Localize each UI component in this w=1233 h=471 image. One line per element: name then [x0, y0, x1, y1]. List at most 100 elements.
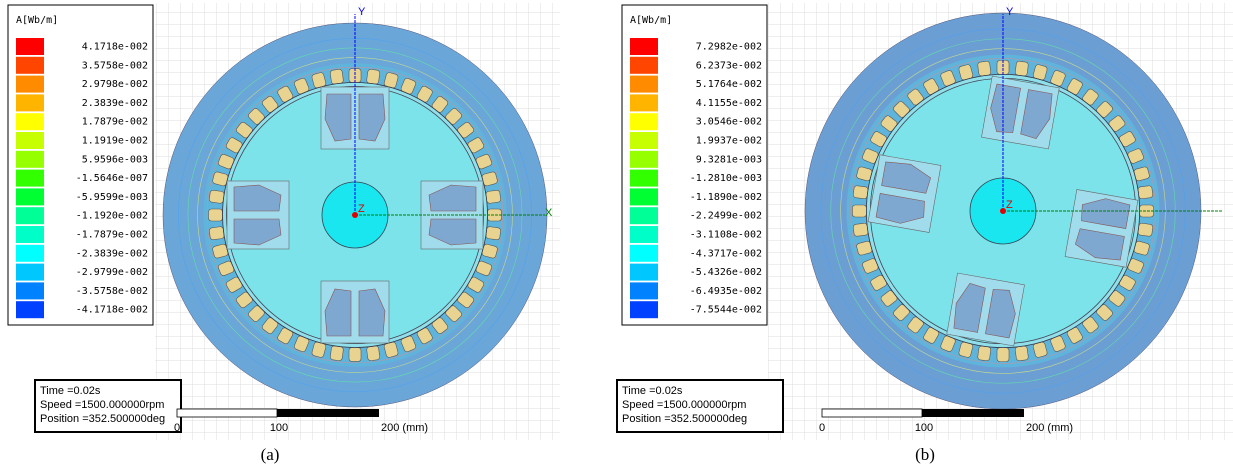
magnet-pocket	[868, 155, 941, 233]
legend-swatch	[16, 57, 44, 74]
legend-swatch	[16, 282, 44, 299]
legend-label: -2.9799e-002	[76, 267, 148, 278]
legend-label: -4.3717e-002	[690, 248, 762, 259]
slot	[209, 190, 224, 204]
legend-label: 1.9937e-002	[696, 136, 762, 147]
legend-swatch	[16, 226, 44, 243]
caption: (a)	[261, 445, 280, 464]
legend-title: A[Wb/m]	[630, 15, 672, 26]
info-line: Time =0.02s	[622, 385, 683, 397]
legend-label: -1.5646e-007	[76, 173, 148, 184]
legend-label: -5.9599e-003	[76, 192, 148, 203]
slot	[209, 209, 223, 221]
legend-label: 4.1155e-002	[696, 98, 762, 109]
legend-label: -2.3839e-002	[76, 248, 148, 259]
legend-swatch	[630, 38, 658, 55]
legend-swatch	[630, 94, 658, 111]
scale-label: 200 (mm)	[1026, 422, 1073, 434]
legend-swatch	[630, 151, 658, 168]
scale-label: 100	[270, 422, 288, 434]
legend-swatch	[16, 245, 44, 262]
legend-label: 7.2982e-002	[696, 42, 762, 53]
slot	[486, 190, 501, 204]
legend-label: 5.9596e-003	[82, 154, 148, 165]
legend-label: 3.5758e-002	[82, 60, 148, 71]
slot	[977, 346, 991, 361]
legend-label: 9.3281e-003	[696, 154, 762, 165]
info-line: Time =0.02s	[40, 385, 101, 397]
scale-label: 100	[915, 422, 933, 434]
legend-swatch	[630, 301, 658, 318]
legend-label: -7.5544e-002	[690, 305, 762, 316]
info-line: Speed =1500.000000rpm	[622, 399, 746, 411]
legend-label: -2.2499e-002	[690, 211, 762, 222]
legend-swatch	[630, 76, 658, 93]
magnet-pocket	[321, 281, 389, 343]
scale-white	[822, 409, 922, 417]
info-line: Position =352.500000deg	[622, 413, 747, 425]
slot	[330, 346, 344, 361]
legend-label: -1.1920e-002	[76, 211, 148, 222]
axis-label-y: Y	[1006, 6, 1014, 18]
legend-swatch	[630, 57, 658, 74]
legend-swatch	[16, 38, 44, 55]
slot	[997, 348, 1009, 362]
slot	[209, 226, 224, 240]
legend-label: 4.1718e-002	[82, 42, 148, 53]
legend-swatch	[630, 113, 658, 130]
legend-swatch	[16, 170, 44, 187]
scale-black	[922, 409, 1024, 417]
legend-swatch	[630, 264, 658, 281]
scale-label: 200 (mm)	[381, 422, 428, 434]
info-line: Position =352.500000deg	[40, 413, 165, 425]
legend-swatch	[16, 264, 44, 281]
legend-swatch	[630, 132, 658, 149]
legend-swatch	[16, 113, 44, 130]
slot	[977, 61, 991, 76]
scale-label: 0	[819, 422, 825, 434]
magnet-pocket	[227, 181, 289, 249]
legend-swatch	[630, 170, 658, 187]
slot	[853, 185, 868, 199]
legend-swatch	[16, 151, 44, 168]
slot	[1015, 346, 1029, 361]
legend-label: -3.1108e-002	[690, 230, 762, 241]
legend-label: -1.7879e-002	[76, 230, 148, 241]
legend-label: 1.1919e-002	[82, 136, 148, 147]
slot	[1138, 223, 1153, 237]
caption: (b)	[915, 445, 935, 464]
legend-swatch	[16, 132, 44, 149]
legend-label: -1.2810e-003	[690, 173, 762, 184]
slot	[852, 205, 866, 217]
legend-swatch	[630, 188, 658, 205]
slot	[366, 346, 380, 361]
figure: YZXA[Wb/m]4.1718e-0023.5758e-0022.9798e-…	[0, 0, 1233, 471]
slot	[330, 69, 344, 84]
magnet-pocket	[981, 76, 1059, 149]
legend-title: A[Wb/m]	[16, 15, 58, 26]
magnet-pocket	[1065, 189, 1138, 267]
legend-label: 5.1764e-002	[696, 79, 762, 90]
legend-swatch	[16, 188, 44, 205]
slot	[853, 223, 868, 237]
legend-label: 3.0546e-002	[696, 117, 762, 128]
info-line: Speed =1500.000000rpm	[40, 399, 164, 411]
legend-swatch	[16, 76, 44, 93]
scale-white	[177, 409, 277, 417]
legend-swatch	[16, 94, 44, 111]
slot	[486, 226, 501, 240]
slot	[366, 69, 380, 84]
magnet-pocket	[947, 273, 1025, 346]
legend-label: 2.9798e-002	[82, 79, 148, 90]
scale-black	[277, 409, 379, 417]
scale-label: 0	[174, 422, 180, 434]
legend-swatch	[16, 301, 44, 318]
legend-label: 2.3839e-002	[82, 98, 148, 109]
axis-label-z: Z	[1006, 199, 1013, 211]
legend-swatch	[630, 207, 658, 224]
legend-label: -3.5758e-002	[76, 286, 148, 297]
slot	[1015, 61, 1029, 76]
axis-label-y: Y	[358, 6, 366, 18]
slot	[1138, 185, 1153, 199]
legend-label: -6.4935e-002	[690, 286, 762, 297]
